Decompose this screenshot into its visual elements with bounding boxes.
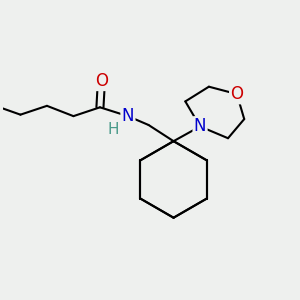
Text: N: N bbox=[122, 107, 134, 125]
Text: H: H bbox=[107, 122, 119, 137]
Text: N: N bbox=[194, 117, 206, 135]
Text: O: O bbox=[230, 85, 243, 103]
Text: O: O bbox=[95, 72, 108, 90]
